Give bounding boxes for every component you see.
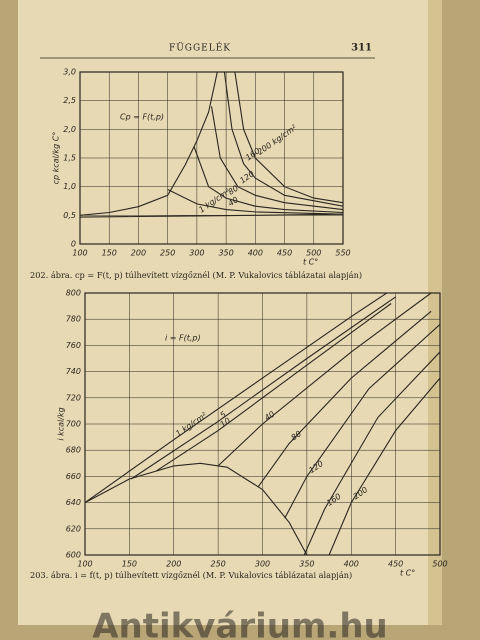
curve xyxy=(80,72,218,216)
y-axis-title: cp kcal/kg C° xyxy=(52,132,61,185)
y-tick-label: 2,0 xyxy=(63,125,76,134)
curve xyxy=(284,323,440,519)
x-tick-label: 200 xyxy=(166,560,181,569)
y-tick-label: 800 xyxy=(66,289,81,298)
y-tick-label: 1,5 xyxy=(63,154,76,163)
curve xyxy=(303,351,440,555)
curve xyxy=(223,72,343,207)
curve xyxy=(155,303,392,472)
x-tick-label: 350 xyxy=(299,560,314,569)
x-tick-label: 550 xyxy=(335,249,350,258)
curve xyxy=(80,213,343,218)
y-tick-label: 720 xyxy=(66,393,81,402)
y-tick-label: 700 xyxy=(66,420,81,429)
y-tick-label: 3,0 xyxy=(63,68,76,77)
y-tick-label: 760 xyxy=(66,341,81,350)
x-axis-title: t C° xyxy=(303,258,318,267)
y-axis-title: i kcal/kg xyxy=(57,407,66,440)
page-edge xyxy=(428,0,442,625)
curve xyxy=(130,296,396,480)
x-tick-label: 300 xyxy=(255,560,270,569)
curve xyxy=(85,462,308,555)
x-tick-label: 250 xyxy=(210,560,225,569)
y-tick-label: 680 xyxy=(66,446,81,455)
x-tick-label: 150 xyxy=(122,560,137,569)
curve xyxy=(328,377,440,555)
y-tick-label: 600 xyxy=(66,551,81,560)
x-tick-label: 150 xyxy=(102,249,117,258)
curve xyxy=(217,293,432,467)
x-tick-label: 350 xyxy=(218,249,233,258)
y-tick-label: 620 xyxy=(66,524,81,533)
x-tick-label: 500 xyxy=(432,560,447,569)
x-tick-label: 300 xyxy=(189,249,204,258)
page-number: 311 xyxy=(351,43,372,54)
curve xyxy=(167,189,343,215)
y-tick-label: 0 xyxy=(71,240,76,249)
chart-title: i = F(t,p) xyxy=(165,334,201,343)
x-tick-label: 100 xyxy=(77,560,92,569)
x-tick-label: 500 xyxy=(306,249,321,258)
curve xyxy=(257,310,432,488)
x-tick-label: 400 xyxy=(344,560,359,569)
y-tick-label: 660 xyxy=(66,472,81,481)
series-label: 5 xyxy=(219,410,228,420)
x-axis-title: t C° xyxy=(400,569,415,578)
x-tick-label: 450 xyxy=(277,249,292,258)
caption: 203. ábra. i = f(t, p) túlhevített vízgő… xyxy=(30,570,352,580)
y-tick-label: 640 xyxy=(66,498,81,507)
y-tick-label: 2,5 xyxy=(63,96,76,105)
curve xyxy=(234,72,343,204)
y-tick-label: 1,0 xyxy=(63,182,76,191)
header: FÜGGELÉK xyxy=(169,42,231,54)
curve xyxy=(193,146,343,214)
curve xyxy=(85,293,388,504)
paper xyxy=(18,0,428,625)
y-tick-label: 740 xyxy=(66,367,81,376)
watermark: Antikvárium.hu xyxy=(92,607,388,640)
y-tick-label: 0,5 xyxy=(63,211,76,220)
curve xyxy=(210,106,343,211)
x-tick-label: 100 xyxy=(72,249,87,258)
chart-title: Cp = F(t,p) xyxy=(120,113,164,122)
x-tick-label: 400 xyxy=(248,249,263,258)
x-tick-label: 250 xyxy=(160,249,175,258)
caption: 202. ábra. cp = F(t, p) túlhevített vízg… xyxy=(30,270,362,280)
x-tick-label: 450 xyxy=(388,560,403,569)
y-tick-label: 780 xyxy=(66,315,81,324)
x-tick-label: 200 xyxy=(131,249,146,258)
